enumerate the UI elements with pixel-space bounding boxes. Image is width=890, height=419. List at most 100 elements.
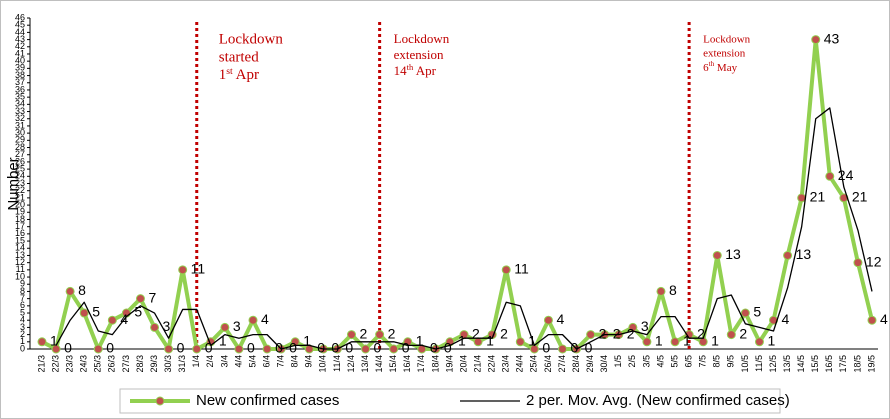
- data-label: 24: [838, 167, 854, 183]
- data-label: 0: [64, 340, 72, 356]
- x-tick-label: 31/3: [177, 355, 187, 373]
- data-label: 13: [725, 246, 741, 262]
- data-label: 1: [711, 333, 719, 349]
- y-tick-label: 15: [15, 235, 25, 245]
- data-label: 43: [824, 30, 840, 46]
- point: [740, 308, 750, 318]
- x-tick-label: 15/4: [388, 355, 398, 373]
- point: [586, 330, 596, 340]
- x-tick-label: 8/5: [712, 355, 722, 368]
- point: [234, 344, 244, 354]
- annotation-date-part: Apr: [233, 67, 259, 83]
- y-tick-label: 14: [15, 243, 25, 253]
- y-tick-label: 2: [20, 329, 25, 339]
- x-tick-label: 11/4: [332, 355, 342, 372]
- data-label: 1: [767, 333, 775, 349]
- y-tick-label: 10: [15, 271, 25, 281]
- point: [248, 315, 258, 325]
- x-tick-label: 3/5: [641, 355, 651, 368]
- point: [346, 330, 356, 340]
- data-label: 3: [641, 318, 649, 334]
- x-tick-label: 27/3: [121, 355, 131, 373]
- x-tick-label: 18/4: [430, 355, 440, 373]
- point: [79, 308, 89, 318]
- x-tick-label: 9/5: [726, 355, 736, 368]
- y-tick-label: 27: [15, 149, 25, 159]
- data-label: 0: [205, 340, 213, 356]
- point: [192, 344, 202, 354]
- point: [65, 286, 75, 296]
- data-label: 2: [388, 325, 396, 341]
- annotation-date-part: May: [714, 62, 737, 74]
- data-label: 0: [430, 340, 438, 356]
- annotation-date-part: Apr: [413, 63, 436, 78]
- data-label: 0: [331, 340, 339, 356]
- x-tick-label: 1/4: [191, 355, 201, 368]
- y-tick-label: 5: [20, 307, 25, 317]
- data-label: 0: [402, 340, 410, 356]
- y-tick-label: 41: [15, 48, 25, 58]
- point: [93, 344, 103, 354]
- data-label: 0: [374, 340, 382, 356]
- data-label: 1: [219, 333, 227, 349]
- data-label: 11: [514, 261, 529, 277]
- data-label: 3: [233, 318, 241, 334]
- x-tick-label: 15/5: [810, 355, 820, 373]
- x-tick-label: 21/4: [472, 355, 482, 373]
- y-tick-label: 29: [15, 135, 25, 145]
- x-tick-label: 29/4: [585, 355, 595, 373]
- data-label: 1: [458, 333, 466, 349]
- point: [754, 337, 764, 347]
- data-label: 1: [416, 333, 424, 349]
- y-tick-label: 39: [15, 63, 25, 73]
- y-tick-label: 16: [15, 228, 25, 238]
- x-tick-label: 29/3: [149, 355, 159, 373]
- y-tick-label: 43: [15, 34, 25, 44]
- annotation-text: started: [219, 49, 259, 65]
- x-tick-label: 11/5: [754, 355, 764, 372]
- x-tick-label: 30/3: [163, 355, 173, 373]
- point: [811, 35, 821, 45]
- data-label: 21: [852, 189, 868, 205]
- annotation-text: Lockdown: [219, 31, 284, 47]
- data-label: 2: [359, 325, 367, 341]
- point: [642, 337, 652, 347]
- data-label: 5: [92, 304, 100, 320]
- data-label: 2: [697, 325, 705, 341]
- point: [375, 330, 385, 340]
- data-label: 11: [191, 261, 206, 277]
- data-label: 4: [261, 311, 269, 327]
- x-tick-label: 25/4: [529, 355, 539, 373]
- x-tick-label: 2/5: [627, 355, 637, 368]
- y-tick-label: 36: [15, 84, 25, 94]
- y-tick-label: 0: [20, 343, 25, 353]
- data-label: 0: [177, 340, 185, 356]
- data-label: 3: [163, 318, 171, 334]
- annotation-date-part: th: [709, 60, 715, 68]
- data-label: 0: [317, 340, 325, 356]
- data-label: 21: [810, 189, 826, 205]
- data-label: 4: [556, 311, 564, 327]
- point: [262, 344, 272, 354]
- y-tick-label: 32: [15, 113, 25, 123]
- x-tick-label: 24/3: [79, 355, 89, 373]
- point: [107, 315, 117, 325]
- x-tick-label: 13/5: [782, 355, 792, 373]
- x-tick-label: 10/5: [740, 355, 750, 373]
- data-label: 1: [486, 333, 494, 349]
- x-tick-label: 19/4: [444, 355, 454, 373]
- y-tick-label: 24: [15, 171, 25, 181]
- y-tick-label: 21: [15, 192, 25, 202]
- x-tick-label: 20/4: [458, 355, 468, 373]
- y-tick-label: 23: [15, 178, 25, 188]
- x-tick-label: 14/5: [796, 355, 806, 373]
- y-tick-label: 35: [15, 92, 25, 102]
- point: [726, 330, 736, 340]
- data-label: 0: [542, 340, 550, 356]
- x-tick-label: 16/4: [402, 355, 412, 373]
- data-label: 13: [796, 246, 812, 262]
- data-label: 1: [683, 333, 691, 349]
- y-tick-label: 31: [15, 120, 25, 130]
- x-tick-label: 26/4: [543, 355, 553, 373]
- x-tick-label: 7/5: [698, 355, 708, 368]
